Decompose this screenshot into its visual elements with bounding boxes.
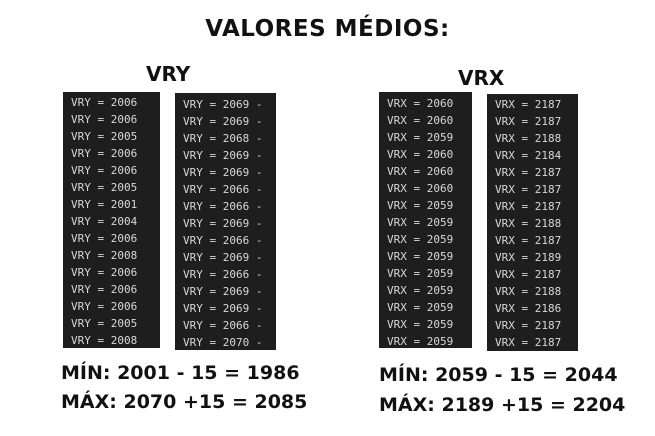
reading-line: VRY = 2069 - [183, 115, 263, 128]
reading-line: VRY = 2006 [71, 300, 138, 313]
reading-line: VRX = 2188 [495, 285, 562, 298]
reading-line: VRX = 2059 [387, 233, 454, 246]
vrx-max-calc: MÁX: 2189 +15 = 2204 [379, 394, 626, 416]
reading-line: VRX = 2186 [495, 302, 562, 315]
reading-line: VRY = 2006 [71, 266, 138, 279]
reading-line: VRY = 2069 - [183, 149, 263, 162]
reading-line: VRY = 2005 [71, 130, 138, 143]
reading-line: VRX = 2059 [387, 131, 454, 144]
reading-line: VRX = 2060 [387, 114, 454, 127]
page-title: VALORES MÉDIOS: [205, 16, 450, 42]
reading-line: VRX = 2187 [495, 234, 562, 247]
reading-line: VRX = 2187 [495, 166, 562, 179]
vrx-min-calc: MÍN: 2059 - 15 = 2044 [379, 364, 618, 386]
reading-line: VRX = 2059 [387, 267, 454, 280]
reading-line: VRY = 2066 - [183, 183, 263, 196]
reading-line: VRX = 2060 [387, 148, 454, 161]
reading-line: VRY = 2069 - [183, 217, 263, 230]
reading-line: VRX = 2059 [387, 216, 454, 229]
reading-line: VRY = 2069 - [183, 285, 263, 298]
reading-line: VRX = 2189 [495, 251, 562, 264]
reading-line: VRY = 2068 - [183, 132, 263, 145]
reading-line: VRX = 2187 [495, 268, 562, 281]
reading-line: VRY = 2008 [71, 249, 138, 262]
reading-line: VRY = 2069 - [183, 302, 263, 315]
reading-line: VRX = 2060 [387, 165, 454, 178]
vry-max-calc: MÁX: 2070 +15 = 2085 [61, 391, 308, 413]
reading-line: VRX = 2187 [495, 183, 562, 196]
reading-line: VRY = 2006 [71, 113, 138, 126]
reading-line: VRY = 2006 [71, 164, 138, 177]
vrx-readings-panel-1: VRX = 2060 VRX = 2060 VRX = 2059 VRX = 2060… [379, 92, 472, 348]
reading-line: VRY = 2006 [71, 283, 138, 296]
reading-line: VRY = 2006 [71, 147, 138, 160]
reading-line: VRY = 2066 - [183, 268, 263, 281]
reading-line: VRY = 2004 [71, 215, 138, 228]
vry-heading: VRY [146, 62, 191, 86]
vrx-readings-panel-2: VRX = 2187 VRX = 2187 VRX = 2188 VRX = 2184… [487, 94, 578, 351]
reading-line: VRX = 2187 [495, 336, 562, 349]
vry-readings-panel-2: VRY = 2069 - VRY = 2069 - VRY = 2068 - VRY … [175, 93, 276, 350]
reading-line: VRX = 2188 [495, 217, 562, 230]
reading-line: VRY = 2066 - [183, 200, 263, 213]
reading-line: VRX = 2060 [387, 182, 454, 195]
reading-line: VRY = 2069 - [183, 98, 263, 111]
reading-line: VRX = 2187 [495, 98, 562, 111]
reading-line: VRX = 2060 [387, 97, 454, 110]
reading-line: VRX = 2059 [387, 301, 454, 314]
reading-line: VRY = 2070 - [183, 336, 263, 349]
vry-min-calc: MÍN: 2001 - 15 = 1986 [61, 362, 300, 384]
vrx-heading: VRX [458, 66, 505, 90]
reading-line: VRY = 2066 - [183, 234, 263, 247]
reading-line: VRX = 2187 [495, 115, 562, 128]
reading-line: VRX = 2059 [387, 284, 454, 297]
reading-line: VRY = 2006 [71, 96, 138, 109]
reading-line: VRY = 2069 - [183, 251, 263, 264]
vry-readings-panel-1: VRY = 2006 VRY = 2006 VRY = 2005 VRY = 2006… [63, 92, 160, 348]
reading-line: VRX = 2188 [495, 132, 562, 145]
reading-line: VRX = 2187 [495, 319, 562, 332]
reading-line: VRX = 2187 [495, 200, 562, 213]
reading-line: VRY = 2066 - [183, 319, 263, 332]
reading-line: VRY = 2001 [71, 198, 138, 211]
reading-line: VRX = 2059 [387, 250, 454, 263]
reading-line: VRY = 2005 [71, 317, 138, 330]
reading-line: VRY = 2008 [71, 334, 138, 347]
reading-line: VRX = 2059 [387, 318, 454, 331]
reading-line: VRY = 2069 - [183, 166, 263, 179]
reading-line: VRY = 2006 [71, 232, 138, 245]
reading-line: VRX = 2059 [387, 335, 454, 348]
reading-line: VRX = 2059 [387, 199, 454, 212]
reading-line: VRX = 2184 [495, 149, 562, 162]
reading-line: VRY = 2005 [71, 181, 138, 194]
